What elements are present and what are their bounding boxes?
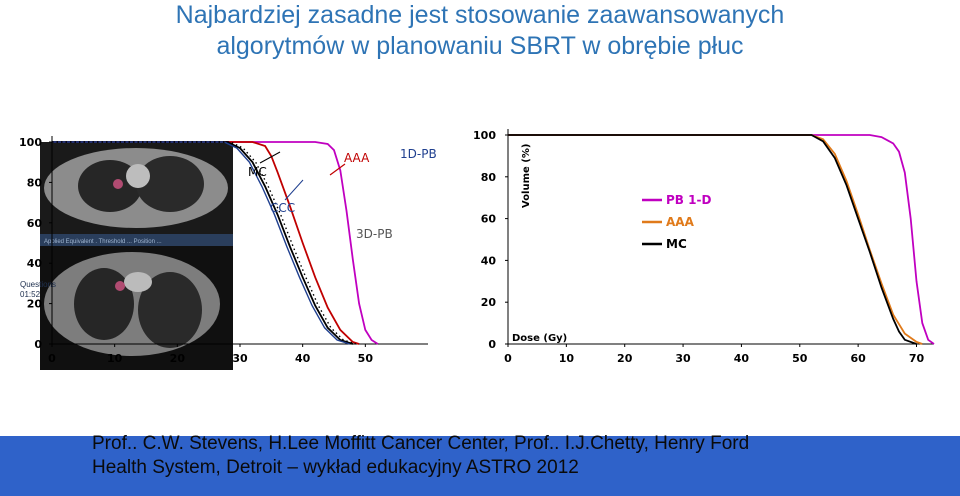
annotation-aaa: AAA [344, 151, 370, 165]
footer-line-2: Health System, Detroit – wykład edukacyj… [92, 457, 579, 478]
annotation-1d-pb: 1D-PB [400, 147, 437, 161]
x-tick-label: 10 [559, 352, 575, 365]
legend-label: AAA [666, 215, 695, 229]
legend: PB 1-D AAA MC [642, 193, 711, 251]
title-line-2: algorytmów w planowaniu SBRT w obrębie p… [216, 32, 744, 60]
x-tick-label: 10 [107, 352, 123, 365]
y-axis-label: Volume (%) [521, 144, 532, 208]
x-tick-label: 0 [504, 352, 512, 365]
y-tick-label: 0 [488, 338, 496, 351]
series-line-mc [508, 134, 917, 345]
svg-text:Applied Equivalent . Threshold: Applied Equivalent . Threshold ... Posit… [44, 239, 162, 245]
annotation-ccc: CCC [270, 201, 295, 215]
y-tick-label: 80 [27, 176, 43, 189]
x-tick-label: 40 [295, 352, 311, 365]
x-tick-label: 70 [909, 352, 925, 365]
x-tick-label: 40 [734, 352, 750, 365]
x-tick-label: 30 [232, 352, 248, 365]
y-tick-label: 60 [27, 217, 43, 230]
timer-label: 01:52 [20, 290, 41, 299]
x-axis-label: Dose (Gy) [512, 333, 567, 344]
footer-line-1: Prof.. C.W. Stevens, H.Lee Moffitt Cance… [92, 433, 750, 454]
series-line-pb-1-d [508, 134, 935, 345]
series-line-1d-pb [52, 141, 379, 345]
questions-label: Questions [20, 280, 56, 289]
legend-label: MC [666, 237, 687, 251]
ct-image-panel: Applied Equivalent . Threshold ... Posit… [40, 142, 233, 370]
x-tick-label: 30 [675, 352, 691, 365]
y-tick-label: 60 [481, 213, 497, 226]
annotation-aaa-pointer [329, 163, 346, 176]
annotation-mc: MC [248, 165, 267, 179]
y-tick-label: 40 [481, 254, 497, 267]
legend-label: PB 1-D [666, 193, 711, 207]
x-tick-label: 50 [792, 352, 808, 365]
annotation-mc-pointer [259, 151, 281, 164]
y-tick-label: 80 [481, 171, 497, 184]
x-tick-label: 20 [617, 352, 633, 365]
footer-banner: Prof.. C.W. Stevens, H.Lee Moffitt Cance… [0, 433, 960, 496]
series-line-ccc [52, 141, 350, 345]
y-tick-label: 0 [34, 338, 42, 351]
y-tick-label: 40 [27, 257, 43, 270]
slide-title: Najbardziej zasadne jest stosowanie zaaw… [0, 0, 960, 62]
right-dvh-chart: 0 10 20 30 40 50 60 70 0 20 40 60 80 100 Volume (%) D… [472, 120, 960, 370]
y-tick-label: 20 [481, 296, 497, 309]
title-line-1: Najbardziej zasadne jest stosowanie zaaw… [175, 1, 785, 29]
series-line-3d-pb [52, 141, 357, 345]
x-tick-label: 0 [48, 352, 56, 365]
left-dvh-chart: Applied Equivalent . Threshold ... Posit… [20, 120, 455, 370]
annotation-3d-pb: 3D-PB [356, 227, 393, 241]
x-tick-label: 20 [170, 352, 186, 365]
series-line-aaa [508, 134, 923, 345]
x-tick-label: 50 [358, 352, 374, 365]
y-tick-label: 20 [27, 298, 43, 311]
x-tick-label: 60 [850, 352, 866, 365]
annotation-ccc-pointer [284, 179, 304, 201]
y-tick-label: 100 [473, 129, 496, 142]
series-line-mc [52, 141, 354, 345]
series-line-aaa [52, 141, 360, 345]
y-tick-label: 100 [20, 136, 42, 149]
